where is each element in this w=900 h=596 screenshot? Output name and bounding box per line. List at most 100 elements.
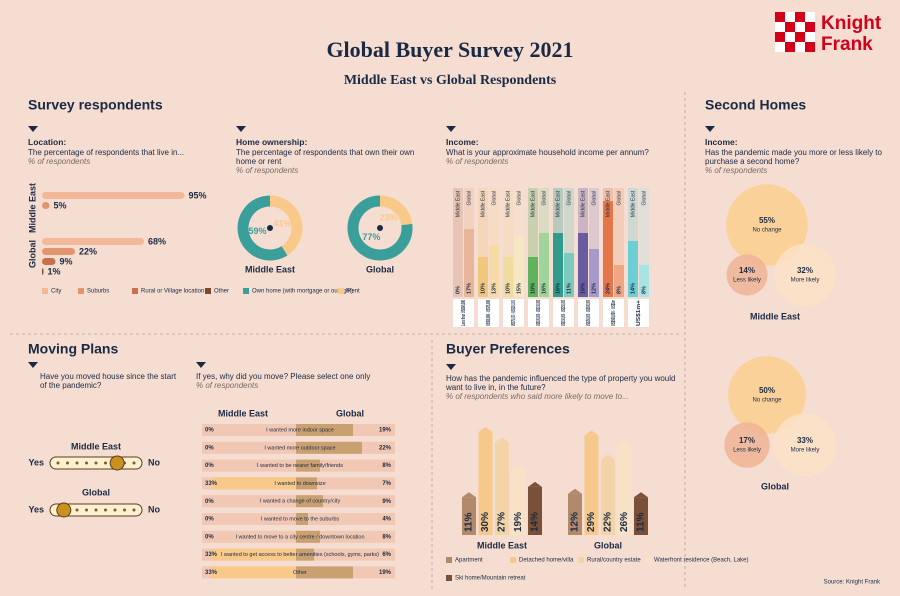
slider-dot — [94, 508, 98, 512]
value-label: 10% — [480, 283, 486, 294]
text-line: % of respondents who said more likely to… — [446, 392, 629, 402]
value-label: 16% — [580, 283, 586, 294]
series-label: Global — [516, 191, 522, 205]
column-bg — [614, 188, 624, 297]
bar — [462, 497, 476, 535]
text-block: Income:What is your approximate househol… — [446, 138, 649, 166]
slider-dot — [104, 508, 107, 512]
bar — [628, 241, 638, 297]
slider-dot — [123, 508, 126, 512]
value-label: 26% — [619, 512, 630, 532]
value-label: 0% — [205, 428, 214, 434]
bar — [553, 233, 563, 297]
category-box — [578, 299, 599, 327]
slider-dot — [104, 461, 107, 465]
bar-roof — [511, 464, 526, 470]
markers — [28, 126, 715, 370]
category-label: Global — [594, 540, 622, 550]
value-label: 16% — [541, 283, 547, 294]
value-label: 50% — [759, 386, 775, 395]
value-label: 0% — [205, 445, 214, 451]
bar-roof — [617, 440, 632, 446]
text-line: The percentage of respondents that own t… — [236, 147, 415, 166]
slider-dot — [94, 461, 98, 465]
slider-dot — [75, 508, 79, 512]
section-title: Second Homes — [705, 97, 806, 113]
text-line: The percentage of respondents that live … — [28, 147, 185, 157]
text-block: How has the pandemic influenced the type… — [446, 374, 675, 402]
row-label: I wanted to move to a city centre / down… — [235, 534, 364, 540]
value-label: 23% — [380, 213, 398, 223]
slider-label: No — [148, 457, 160, 467]
bar — [296, 441, 362, 454]
value-label: 17% — [739, 436, 755, 445]
value-label: 24% — [605, 283, 611, 294]
value-label: 11% — [464, 512, 475, 532]
bubble — [726, 184, 808, 266]
value-label: 14% — [739, 266, 755, 275]
legend-label: Ski home/Mountain retreat — [455, 576, 526, 582]
bar — [42, 268, 44, 275]
value-label: 19% — [513, 512, 524, 532]
column-bg — [528, 188, 538, 297]
slider-knob — [109, 455, 125, 471]
row-label: I wanted to downsize — [274, 481, 325, 487]
category-box — [603, 299, 624, 327]
bar — [489, 245, 499, 297]
legend-label: Detached home/villa — [519, 558, 574, 564]
category-label: Middle East — [477, 540, 527, 550]
bar — [42, 202, 50, 209]
text-line: % of respondents — [196, 381, 259, 391]
bubble-label: No change — [752, 228, 782, 234]
bar-roof — [462, 492, 476, 498]
bar — [528, 257, 538, 297]
value-label: 0% — [455, 286, 461, 294]
source: Source: Knight Frank — [824, 580, 881, 586]
legend-label: Waterfront residence (Beach, Lake) — [654, 558, 749, 564]
value-label: 8% — [641, 286, 647, 294]
bar — [296, 513, 308, 525]
donut-segment — [379, 195, 413, 226]
legend-swatch — [338, 288, 344, 294]
column-bg — [453, 188, 463, 297]
bar — [589, 249, 599, 297]
section-title: Buyer Preferences — [446, 341, 570, 357]
bar — [42, 238, 144, 245]
category-label: Less than US$50,000 — [461, 300, 467, 326]
value-label: 33% — [205, 481, 218, 487]
bar — [212, 566, 311, 579]
bar-roof — [584, 430, 599, 436]
section-title: Survey respondents — [28, 97, 163, 113]
value-label: 14% — [530, 512, 541, 532]
donut-segment — [237, 195, 288, 261]
text-line: Income: — [705, 138, 738, 147]
group-label: Global — [27, 240, 37, 268]
column-bg — [489, 188, 499, 297]
slider-dot — [75, 461, 79, 465]
value-label: 29% — [586, 512, 597, 532]
column-bg — [564, 188, 574, 297]
column-bg — [478, 188, 488, 297]
slider-dot — [85, 508, 88, 512]
bar — [296, 548, 314, 561]
value-label: 19% — [379, 428, 392, 434]
value-label: 59% — [249, 226, 267, 236]
text-line: Has the pandemic made you more or less l… — [705, 147, 882, 166]
value-label: 0% — [205, 534, 214, 540]
series-label: Middle East — [580, 190, 586, 217]
bar — [564, 253, 574, 297]
legend-label: Rural or Village location — [141, 289, 204, 295]
column-bg — [639, 188, 649, 297]
category-label: US$50,000 - US$75,000 — [486, 300, 492, 326]
category-box — [553, 299, 574, 327]
category-label: US$500,000 - US$1m — [611, 300, 617, 326]
slider-knob — [56, 502, 72, 518]
text-line: % of respondents — [446, 156, 509, 166]
legend-label: City — [51, 289, 61, 295]
bar — [478, 431, 493, 535]
value-label: 5% — [54, 200, 67, 210]
series-label: Global — [591, 191, 597, 205]
bubble-label: More likely — [791, 448, 820, 454]
value-label: 0% — [205, 499, 214, 505]
bar-roof — [634, 492, 648, 498]
